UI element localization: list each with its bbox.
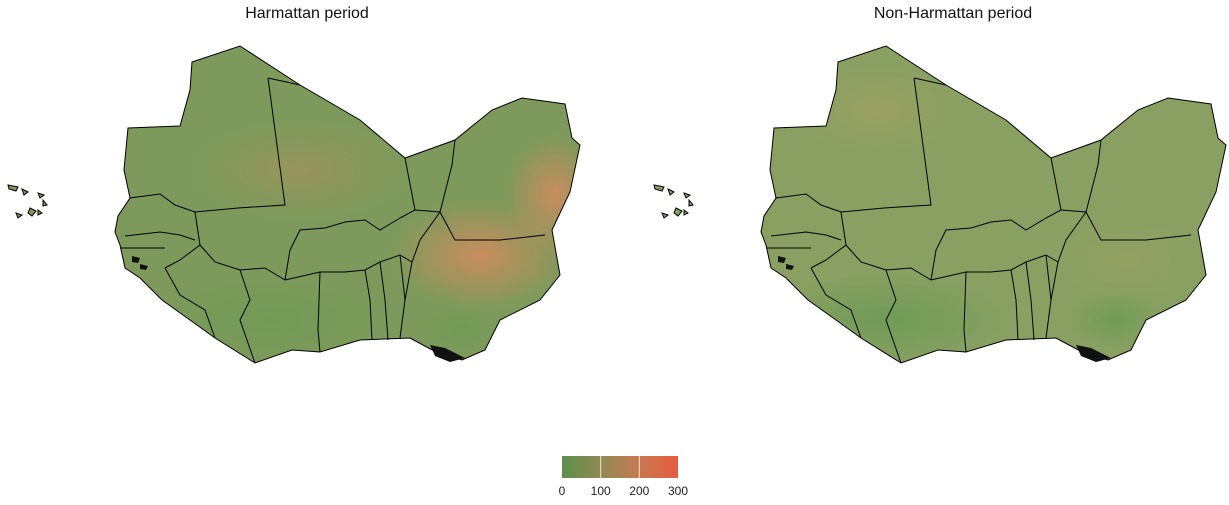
map-non-harmattan xyxy=(653,45,1227,364)
island-bioko xyxy=(1076,345,1111,362)
islands-cabo-verde xyxy=(7,184,48,219)
panel-title-harmattan: Harmattan period xyxy=(245,5,369,22)
map-panel-harmattan: Harmattan period xyxy=(0,0,614,430)
map-harmattan xyxy=(7,45,581,364)
legend-tick-200: 200 xyxy=(629,484,650,498)
island-bioko xyxy=(430,345,465,362)
map-panel-non-harmattan: Non-Harmattan period xyxy=(646,0,1229,430)
coast-islets xyxy=(778,256,794,270)
panel-title-non-harmattan: Non-Harmattan period xyxy=(873,5,1033,22)
legend-tick-300: 300 xyxy=(667,484,689,498)
region-landmass xyxy=(761,46,1226,363)
legend-tick-100: 100 xyxy=(590,484,611,498)
legend-color-bar xyxy=(562,456,678,478)
coast-islets xyxy=(132,256,148,270)
country-borders xyxy=(114,45,581,364)
country-borders xyxy=(760,45,1227,364)
islands-cabo-verde xyxy=(653,184,694,219)
color-legend: 0 100 200 300 xyxy=(556,454,696,502)
legend-tick-0: 0 xyxy=(558,484,566,498)
